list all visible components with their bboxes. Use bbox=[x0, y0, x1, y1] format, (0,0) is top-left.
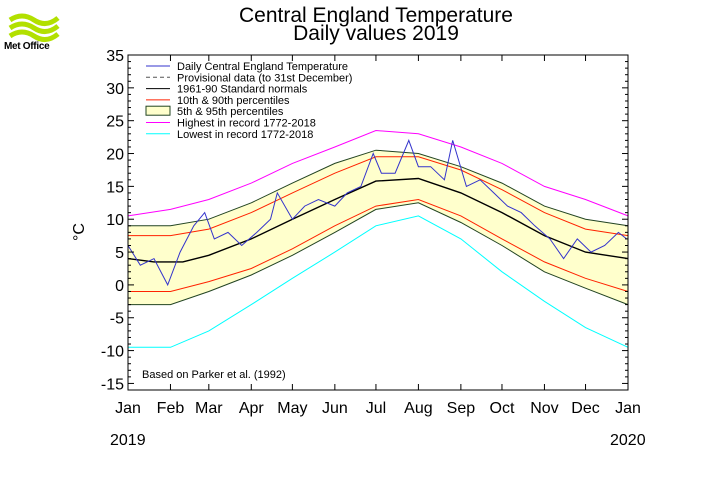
y-tick-label: 0 bbox=[115, 278, 124, 295]
series-95th-percentile bbox=[128, 149, 629, 227]
percentile-bands bbox=[128, 150, 628, 305]
y-tick-label: -10 bbox=[101, 344, 124, 361]
x-tick-label: Apr bbox=[239, 400, 265, 417]
x-tick-label: Dec bbox=[571, 400, 599, 417]
chart-subtitle: Daily values 2019 bbox=[293, 22, 459, 45]
y-tick-label: 20 bbox=[106, 147, 124, 164]
y-tick-label: 5 bbox=[115, 245, 124, 262]
legend-entry: 1961-90 Standard normals bbox=[177, 84, 308, 96]
legend-entry: 10th & 90th percentiles bbox=[177, 95, 290, 107]
legend-entry: Provisional data (to 31st December) bbox=[177, 72, 352, 84]
series-highest-in-record-1772-2018 bbox=[127, 129, 629, 217]
x-tick-label: Sep bbox=[447, 400, 476, 417]
band-5-95 bbox=[128, 150, 628, 305]
x-tick-label: Mar bbox=[195, 400, 223, 417]
legend-entry: Highest in record 1772-2018 bbox=[177, 118, 316, 130]
y-tick-label: 35 bbox=[106, 48, 124, 65]
x-tick-label: Jul bbox=[366, 400, 386, 417]
y-tick-label: 10 bbox=[106, 212, 124, 229]
x-tick-label: Jan bbox=[115, 400, 141, 417]
x-tick-label: Jun bbox=[322, 400, 348, 417]
plot-frame bbox=[127, 54, 629, 391]
legend-entry: Lowest in record 1772-2018 bbox=[177, 129, 313, 141]
met-office-logo-icon bbox=[8, 13, 60, 42]
series-lines bbox=[127, 129, 629, 348]
end-year-label: 2020 bbox=[610, 432, 646, 449]
series-daily-central-england-temperature bbox=[127, 139, 627, 287]
logo-label: Met Office bbox=[4, 41, 50, 52]
x-axis: Jan Feb Mar Apr May Jun Jul Aug Sep Oct Nov Dec Jan bbox=[115, 55, 641, 417]
y-tick-label: -5 bbox=[110, 311, 124, 328]
x-tick-label: Nov bbox=[530, 400, 558, 417]
x-tick-label: May bbox=[277, 400, 307, 417]
x-tick-label: Jan bbox=[615, 400, 641, 417]
legend: Daily Central England TemperatureProvisi… bbox=[145, 61, 352, 141]
chart-title: Central England Temperature bbox=[239, 4, 513, 27]
legend-entry: Daily Central England Temperature bbox=[177, 61, 348, 73]
x-tick-label: Oct bbox=[490, 400, 515, 417]
y-tick-label: 25 bbox=[106, 114, 124, 131]
y-tick-label: 30 bbox=[106, 81, 124, 98]
start-year-label: 2019 bbox=[110, 432, 146, 449]
y-axis-label: °C bbox=[71, 223, 88, 241]
legend-entry: 5th & 95th percentiles bbox=[177, 106, 284, 118]
series-5th-percentile bbox=[128, 202, 629, 306]
series-90th-percentile bbox=[128, 156, 629, 237]
source-note: Based on Parker et al. (1992) bbox=[142, 369, 286, 381]
y-tick-label: -15 bbox=[101, 376, 124, 393]
legend-swatch bbox=[145, 105, 171, 116]
series-10th-percentile bbox=[128, 198, 629, 292]
series-1961-90-standard-normals bbox=[127, 177, 629, 263]
y-tick-label: 15 bbox=[106, 179, 124, 196]
x-tick-label: Feb bbox=[157, 400, 185, 417]
series-lowest-in-record-1772-2018 bbox=[128, 215, 629, 348]
x-tick-label: Aug bbox=[404, 400, 432, 417]
y-axis: 35 30 25 20 15 10 5 0 -5 -10 -15 bbox=[101, 48, 628, 393]
